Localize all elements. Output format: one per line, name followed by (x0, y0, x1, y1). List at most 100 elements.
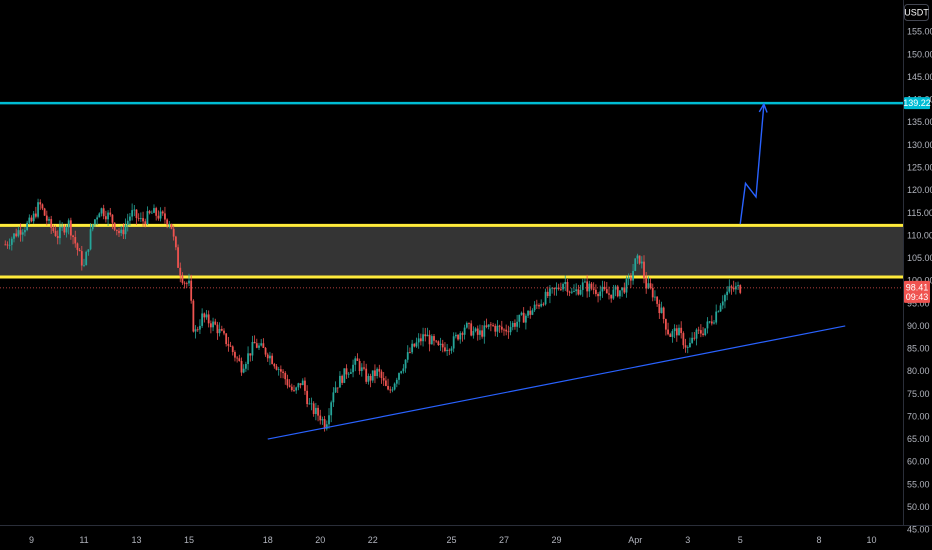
candle (161, 210, 164, 216)
candle-body (382, 378, 385, 381)
candle (398, 372, 400, 385)
candle-body (645, 277, 648, 289)
candle-body (133, 209, 136, 211)
candle-body (6, 244, 9, 246)
candle-body (601, 286, 604, 292)
candle-body (459, 333, 462, 340)
candle-body (522, 312, 525, 323)
candle-body (686, 347, 689, 348)
candle (717, 310, 720, 313)
candle (19, 223, 22, 242)
candle-body (636, 255, 639, 259)
candle-body (50, 219, 53, 228)
candle (218, 322, 221, 337)
candle-body (137, 217, 140, 219)
candle (94, 218, 96, 227)
candle-body (244, 363, 247, 369)
candle (730, 284, 733, 295)
candle-body (39, 202, 42, 205)
candle (376, 367, 379, 379)
x-tick-label: 13 (131, 535, 141, 545)
candle (514, 319, 516, 330)
candle-body (446, 349, 449, 352)
candle-body (389, 389, 392, 391)
candle (570, 287, 573, 295)
candle (358, 358, 361, 375)
candle (334, 381, 337, 394)
candle (689, 337, 691, 348)
candle (426, 327, 429, 337)
candle-body (196, 329, 199, 331)
candle (258, 342, 260, 350)
candle (446, 343, 449, 356)
candle (492, 322, 494, 327)
candle (321, 416, 324, 425)
candle (67, 218, 70, 235)
candle (347, 371, 350, 378)
candle-body (721, 301, 724, 306)
candle-body (229, 345, 232, 347)
candle-body (330, 402, 333, 416)
candle (452, 332, 455, 353)
candle (577, 284, 580, 296)
candle (56, 230, 59, 245)
candle (249, 353, 252, 362)
candle (732, 280, 735, 292)
candle-body (26, 222, 29, 230)
candle (247, 346, 249, 371)
candle (255, 338, 258, 349)
countdown-text: 09:43 (906, 292, 929, 302)
candle (277, 366, 280, 376)
candle (190, 274, 193, 304)
candle-body (139, 218, 142, 219)
candle-body (297, 383, 300, 388)
candle (415, 337, 418, 348)
candle-body (428, 334, 431, 345)
candle (251, 335, 254, 361)
candle (612, 284, 615, 300)
candle-body (485, 325, 488, 327)
candle-body (605, 289, 608, 294)
candle (621, 287, 624, 297)
candle-body (126, 220, 129, 226)
candle-body (159, 211, 162, 219)
candle (724, 293, 726, 309)
candle (651, 283, 654, 302)
candle-body (34, 213, 37, 217)
candle-body (616, 286, 619, 297)
candle (411, 339, 414, 355)
candle (721, 295, 724, 310)
candle (590, 281, 593, 291)
candle-body (238, 358, 241, 362)
candle-body (166, 219, 169, 225)
candle (487, 324, 490, 330)
x-tick-label: 29 (551, 535, 561, 545)
candle (520, 311, 523, 316)
candle (78, 247, 81, 252)
candle (76, 242, 79, 256)
candle (367, 373, 370, 385)
candle-body (472, 331, 475, 336)
candle (404, 359, 407, 373)
candle-body (470, 323, 473, 336)
candle-body (247, 353, 249, 364)
candle (643, 255, 645, 284)
candle-body (264, 347, 267, 355)
candle (538, 303, 540, 310)
candle-body (41, 204, 44, 209)
candle (301, 378, 304, 386)
candle (196, 326, 199, 332)
candle-body (564, 282, 567, 284)
candle-body (623, 287, 626, 293)
candle-body (129, 216, 131, 221)
candle (437, 340, 440, 346)
candle-body (588, 283, 591, 292)
target-price-badge: 139.22 (903, 97, 931, 110)
candle-body (498, 325, 501, 327)
candle-body (570, 291, 573, 293)
candle (229, 341, 232, 347)
candle (139, 212, 142, 223)
candle (157, 210, 160, 221)
candle-body (608, 293, 610, 295)
